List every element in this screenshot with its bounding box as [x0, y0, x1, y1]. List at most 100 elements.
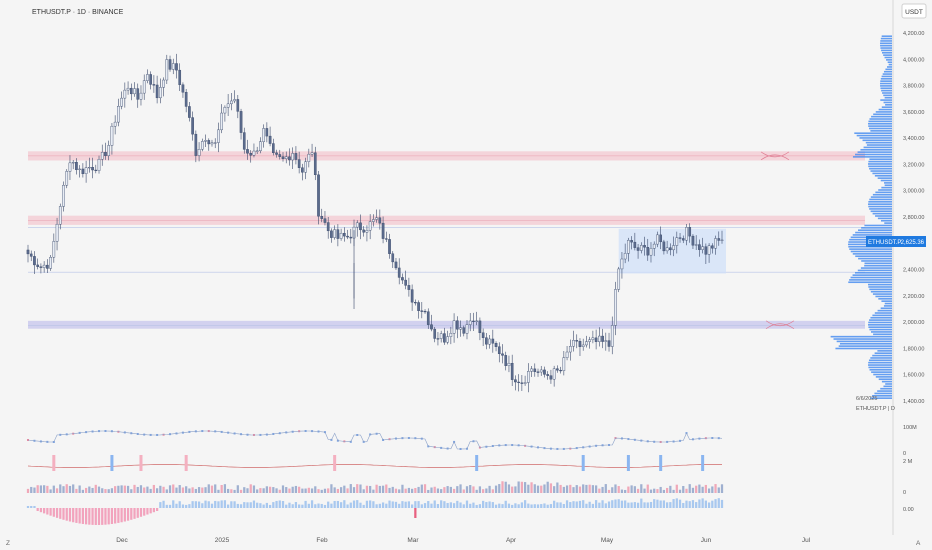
volume-bar	[94, 484, 97, 493]
volume-bar	[452, 488, 456, 493]
candle-body	[581, 344, 585, 347]
time-tick-label: Feb	[316, 537, 328, 544]
candle-body	[200, 141, 204, 150]
currency-button[interactable]: USDT	[905, 9, 923, 16]
volume-bar	[653, 488, 656, 493]
candle-body	[129, 87, 133, 95]
volume-bar	[43, 485, 46, 493]
symbol-title: ETHUSDT.P · 1D · BINANCE	[32, 9, 124, 16]
candle-body	[210, 142, 214, 145]
profile-bar	[875, 376, 892, 378]
profile-bar	[880, 40, 892, 42]
profile-bar	[883, 385, 892, 388]
candle-body	[162, 79, 165, 88]
volume-bar	[126, 485, 130, 493]
time-tick-label: Jun	[701, 537, 712, 544]
price-axis[interactable]: 4,200.00 4,000.00 3,800.00 3,600.00 3,400.00…	[903, 31, 924, 405]
auto-scale-button[interactable]: A	[916, 540, 921, 547]
histogram-bar	[385, 503, 388, 508]
candle-body	[294, 153, 298, 160]
candle-body	[530, 368, 533, 372]
currency-button-bg[interactable]	[901, 3, 927, 19]
candle-body	[717, 238, 721, 241]
histogram-bar	[178, 501, 181, 508]
volume-bar	[556, 482, 559, 493]
signal-bar	[475, 455, 479, 471]
volume-bar	[359, 484, 362, 493]
histogram-bar	[662, 500, 666, 508]
volume-bar	[520, 481, 523, 493]
histogram-bar	[427, 501, 430, 508]
oscillator-scale-top: 2 M	[903, 459, 913, 465]
price-tick-label: 4,000.00	[903, 57, 924, 63]
volume-bar	[517, 481, 520, 493]
candle-body	[497, 346, 501, 355]
histogram-bar	[207, 501, 210, 508]
candle-body	[126, 87, 130, 91]
profile-bar	[870, 357, 892, 359]
volume-bar	[533, 484, 536, 493]
volume-bar	[459, 484, 462, 493]
histogram-bar	[159, 502, 162, 508]
histogram-bar	[30, 506, 33, 508]
volume-bar	[607, 489, 611, 493]
timezone-button[interactable]: Z	[6, 540, 10, 547]
candle-body	[433, 328, 437, 339]
histogram-bar	[152, 508, 156, 513]
histogram-bar	[594, 500, 598, 508]
volume-bar	[417, 486, 420, 493]
candle-body	[572, 340, 575, 347]
histogram-bar	[653, 499, 656, 508]
volume-bar	[330, 484, 333, 493]
profile-bar	[869, 208, 892, 210]
histogram-bar	[72, 508, 75, 523]
candle-body	[26, 249, 30, 255]
histogram-bar	[227, 504, 230, 508]
profile-bar	[887, 61, 892, 64]
volume-bar	[501, 481, 504, 493]
volume-bar	[578, 486, 582, 493]
profile-bar	[872, 354, 892, 357]
volume-bar	[36, 485, 39, 493]
profile-bar	[880, 179, 892, 182]
volume-bar	[394, 488, 398, 493]
profile-bar	[883, 70, 892, 73]
time-axis[interactable]: Dec 2025 Feb Mar Apr May Jun Jul	[116, 537, 810, 544]
histogram-bar	[301, 504, 304, 508]
profile-bar	[868, 120, 892, 123]
histogram-bar	[478, 504, 482, 508]
profile-bar	[854, 132, 892, 135]
volume-bar	[695, 485, 698, 493]
volume-bar	[553, 486, 556, 493]
volume-bar	[191, 487, 194, 493]
candle-body	[384, 238, 388, 240]
profile-bar	[878, 378, 892, 381]
candle-body	[320, 216, 324, 219]
candle-body	[249, 153, 253, 156]
zones-layer	[28, 151, 865, 330]
time-tick-label: Apr	[506, 537, 517, 544]
candle-body	[194, 133, 198, 156]
price-tick-label: 2,000.00	[903, 320, 924, 326]
candle-body	[623, 253, 627, 260]
candle-body	[97, 159, 101, 171]
profile-bar	[882, 92, 892, 94]
candle-body	[698, 244, 701, 250]
volume-bar	[662, 489, 666, 493]
histogram-bar	[646, 502, 649, 508]
candle-body	[701, 246, 704, 250]
volume-bar	[688, 484, 691, 493]
histogram-bar	[307, 503, 310, 508]
candle-body	[355, 222, 359, 228]
profile-bar	[872, 293, 892, 295]
histogram-bar	[678, 499, 682, 508]
histogram-bar	[97, 508, 101, 525]
candle-body	[233, 99, 236, 102]
time-tick-label: Jul	[802, 537, 811, 544]
profile-bar	[877, 177, 892, 179]
candle-body	[481, 332, 485, 338]
candle-body	[368, 221, 372, 231]
histogram-bar	[185, 504, 188, 508]
profile-bar	[854, 271, 892, 274]
